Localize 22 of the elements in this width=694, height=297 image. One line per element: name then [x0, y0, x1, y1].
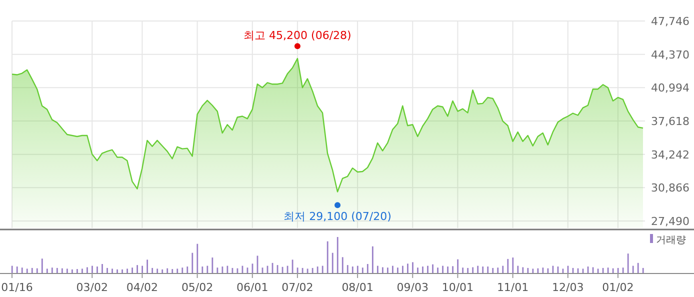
x-tick-label: 04/02 [126, 281, 158, 294]
y-tick-label: 30,866 [651, 182, 690, 195]
y-tick-label: 44,370 [651, 48, 690, 62]
x-tick-label: 10/01 [442, 281, 474, 294]
x-tick-label: 09/03 [396, 281, 428, 294]
x-tick-label: 01/02 [602, 281, 634, 294]
x-tick-label: 05/02 [181, 281, 214, 294]
y-tick-label: 34,242 [651, 148, 690, 162]
y-tick-label: 47,746 [651, 15, 690, 28]
x-tick-label: 06/01 [236, 281, 268, 294]
x-tick-label: 08/01 [342, 281, 374, 294]
x-tick-label: 03/02 [76, 281, 108, 294]
x-tick-label: 01/16 [1, 281, 33, 294]
legend-label: 거래량 [656, 235, 686, 246]
annotation: 최고 45,200 (06/28) [244, 29, 352, 42]
annotation: 최저 29,100 (07/20) [284, 210, 392, 224]
y-tick-label: 40,994 [651, 82, 690, 95]
x-tick-label: 07/02 [282, 281, 314, 294]
x-tick-label: 11/01 [496, 281, 529, 294]
x-tick-label: 12/03 [552, 281, 584, 294]
y-tick-label: 27,490 [651, 215, 690, 228]
y-tick-label: 37,618 [651, 115, 690, 128]
